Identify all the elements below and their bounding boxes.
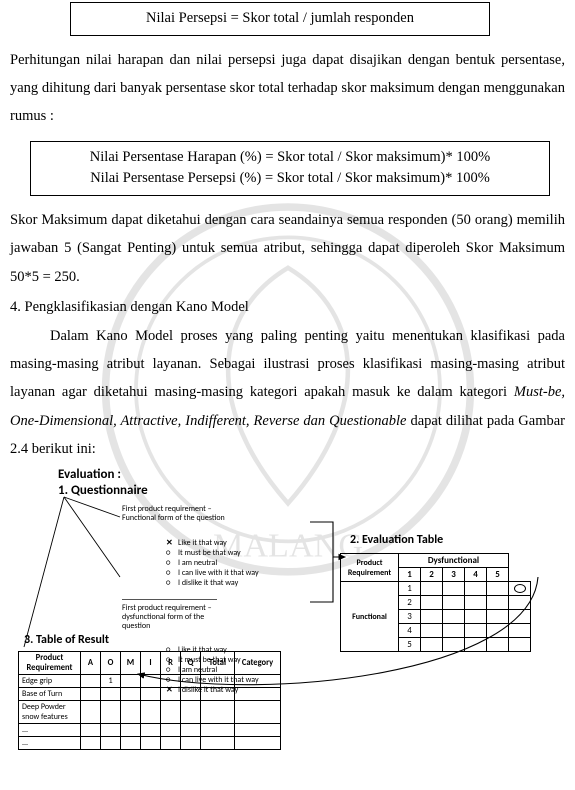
- result-table-title: 3. Table of Result: [24, 633, 109, 647]
- formula-percent-box: Nilai Persentase Harapan (%) = Skor tota…: [30, 141, 550, 197]
- paragraph-skor-maks: Skor Maksimum dapat diketahui dengan car…: [10, 206, 565, 291]
- questionnaire-divider: [122, 599, 217, 600]
- formula-harapan-percent: Nilai Persentase Harapan (%) = Skor tota…: [90, 149, 490, 165]
- kano-evaluation-diagram: Evaluation : 1. Questionnaire First prod…: [10, 467, 565, 712]
- result-table: Product RequirementAOMIRQTotalCategoryEd…: [18, 651, 281, 750]
- option-item: It must be that way: [166, 548, 259, 558]
- kano-text-a: Dalam Kano Model proses yang paling pent…: [10, 328, 565, 401]
- formula-persepsi-percent: Nilai Persentase Persepsi (%) = Skor tot…: [90, 170, 490, 186]
- evaluation-table-title: 2. Evaluation Table: [350, 533, 443, 547]
- functional-req-label: First product requirement – Functional f…: [122, 505, 232, 523]
- dysfunctional-req-label: First product requirement – dysfunctiona…: [122, 604, 232, 632]
- evaluation-table: Product RequirementDysfunctional12345Fun…: [340, 553, 531, 652]
- page-content: Nilai Persepsi = Skor total / jumlah res…: [0, 2, 575, 712]
- diagram-heading-line2: 1. Questionnaire: [58, 483, 148, 498]
- option-item: Like it that way: [166, 538, 259, 548]
- paragraph-kano-desc: Dalam Kano Model proses yang paling pent…: [10, 322, 565, 463]
- diagram-heading-line1: Evaluation :: [58, 467, 121, 482]
- functional-options: Like it that wayIt must be that wayI am …: [126, 538, 259, 588]
- option-item: I dislike it that way: [166, 578, 259, 588]
- formula-persepsi: Nilai Persepsi = Skor total / jumlah res…: [146, 10, 414, 26]
- diagram-heading: Evaluation : 1. Questionnaire: [58, 467, 148, 500]
- option-item: I am neutral: [166, 558, 259, 568]
- formula-persepsi-box: Nilai Persepsi = Skor total / jumlah res…: [70, 2, 490, 36]
- option-item: I can live with it that way: [166, 568, 259, 578]
- paragraph-percent-intro: Perhitungan nilai harapan dan nilai pers…: [10, 46, 565, 131]
- evaluation-mark-circle: [514, 584, 526, 593]
- section-kano-title: 4. Pengklasifikasian dengan Kano Model: [10, 299, 565, 316]
